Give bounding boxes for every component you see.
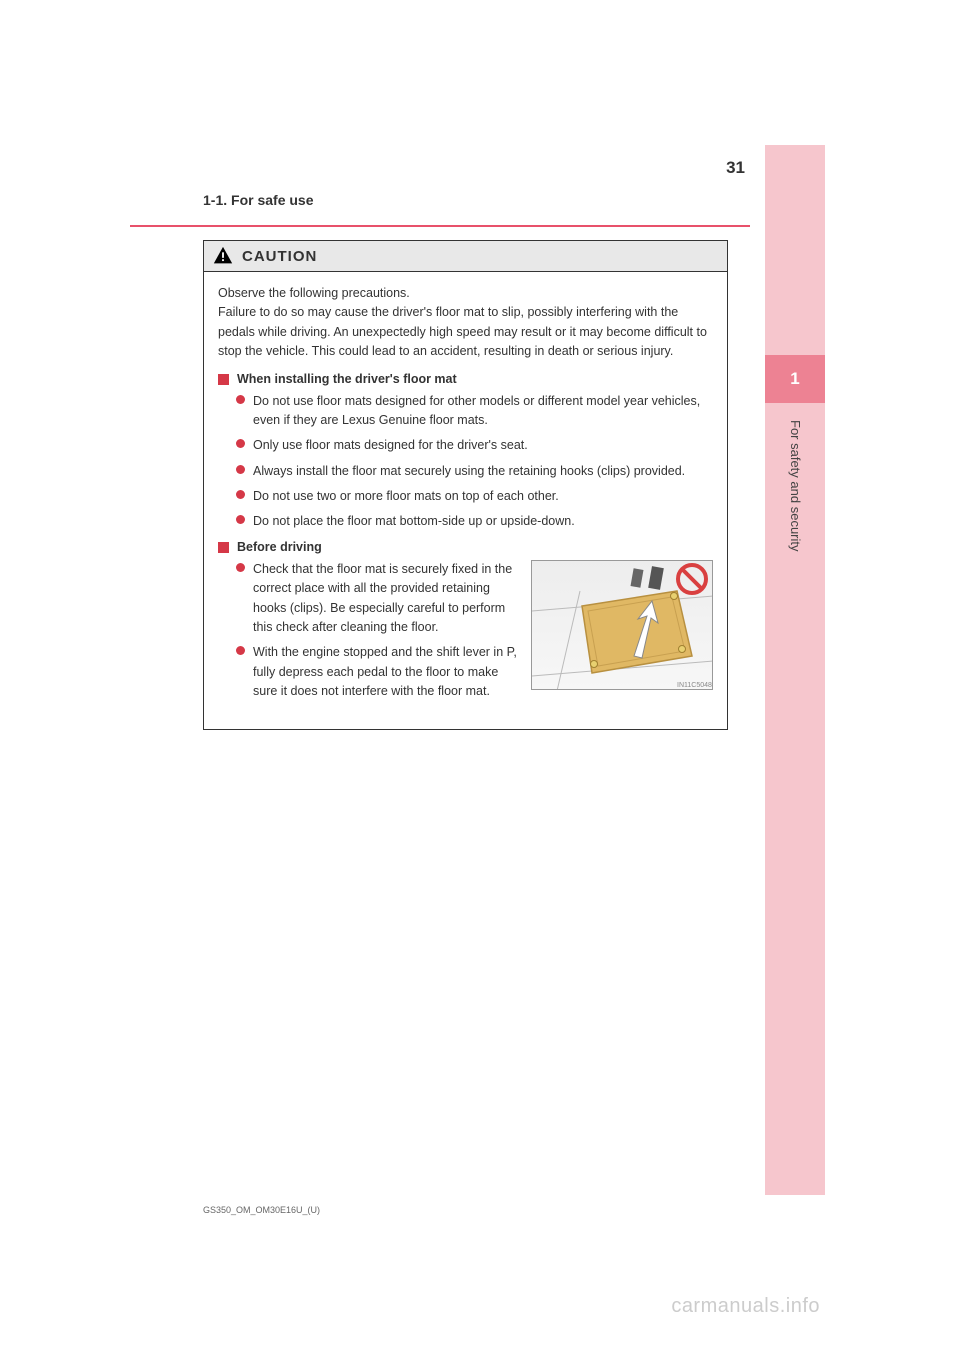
floor-mat-illustration: IN11C5048 [531, 560, 713, 690]
chapter-number: 1 [790, 369, 799, 389]
bullet-text: With the engine stopped and the shift le… [253, 643, 521, 701]
bullet-item: Do not place the floor mat bottom-side u… [236, 512, 713, 531]
red-square-icon [218, 542, 229, 553]
caution-header: CAUTION [204, 241, 727, 272]
red-bullet-icon [236, 465, 245, 474]
bullet-text: Check that the floor mat is securely fix… [253, 560, 521, 638]
side-tab-chapter-number: 1 [765, 355, 825, 403]
page-number: 31 [726, 158, 745, 178]
illustration-code: IN11C5048 [677, 682, 712, 689]
warning-triangle-icon [212, 245, 234, 267]
bullet-item: With the engine stopped and the shift le… [236, 643, 521, 701]
watermark: carmanuals.info [671, 1295, 820, 1318]
bullet-item: Do not use two or more floor mats on top… [236, 487, 713, 506]
subsection-title: When installing the driver's floor mat [237, 372, 457, 386]
caution-box: CAUTION Observe the following precaution… [203, 240, 728, 730]
caution-body: Observe the following precautions. Failu… [204, 272, 727, 729]
bullet-text: Only use floor mats designed for the dri… [253, 436, 713, 455]
side-tab-background [765, 145, 825, 1195]
subsection-title: Before driving [237, 540, 322, 554]
caution-intro: Observe the following precautions. Failu… [218, 284, 713, 362]
bullet-text: Always install the floor mat securely us… [253, 462, 713, 481]
red-bullet-icon [236, 439, 245, 448]
side-tab-label: For safety and security [788, 420, 803, 552]
bullet-text: Do not use floor mats designed for other… [253, 392, 713, 431]
bullet-text: Do not place the floor mat bottom-side u… [253, 512, 713, 531]
bullet-item: Do not use floor mats designed for other… [236, 392, 713, 431]
red-bullet-icon [236, 490, 245, 499]
bullet-item: Always install the floor mat securely us… [236, 462, 713, 481]
red-bullet-icon [236, 515, 245, 524]
red-bullet-icon [236, 563, 245, 572]
bullet-text: Do not use two or more floor mats on top… [253, 487, 713, 506]
document-code-footer: GS350_OM_OM30E16U_(U) [203, 1205, 320, 1215]
bullet-item: Check that the floor mat is securely fix… [236, 560, 521, 638]
subsection-heading: Before driving [218, 540, 713, 554]
red-bullet-icon [236, 395, 245, 404]
red-bullet-icon [236, 646, 245, 655]
bullet-item: Only use floor mats designed for the dri… [236, 436, 713, 455]
bullet-row-with-image: Check that the floor mat is securely fix… [236, 560, 713, 708]
red-square-icon [218, 374, 229, 385]
section-header: 1-1. For safe use [203, 192, 314, 208]
caution-title: CAUTION [242, 248, 317, 265]
subsection-heading: When installing the driver's floor mat [218, 372, 713, 386]
section-divider [130, 225, 750, 227]
